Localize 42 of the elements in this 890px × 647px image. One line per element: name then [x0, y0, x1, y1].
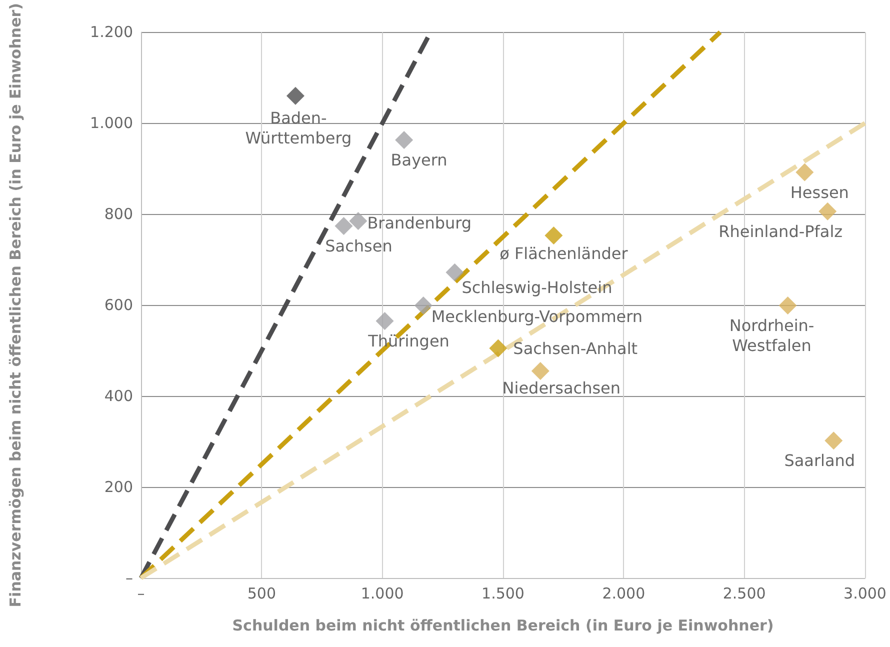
point	[796, 163, 814, 182]
y-tick-label: 200	[104, 478, 133, 496]
point	[824, 432, 843, 450]
x-tick-label: 1.000	[360, 584, 404, 602]
y-tick-label: 1.200	[90, 23, 133, 42]
x-tick-label: 1.500	[482, 584, 524, 602]
point	[395, 130, 414, 149]
annotation: Niedersachsen	[502, 378, 621, 398]
annotation: Bayern	[390, 150, 448, 170]
point	[489, 339, 508, 358]
point	[446, 263, 464, 282]
x-tick-label: –	[137, 584, 145, 602]
x-axis-title: Schulden beim nicht öffentlichen Bereich (in Euro je Einwohner)	[232, 616, 774, 634]
annotation: ø Flächenländer	[500, 244, 628, 264]
y-tick-label: 800	[104, 205, 133, 224]
annotation: Sachsen-Anhalt	[513, 338, 638, 358]
point	[334, 216, 353, 235]
x-tick-label: 500	[247, 584, 276, 602]
y-tick-label: 1.000	[90, 114, 133, 132]
annotation: Nordrhein-Westfalen	[729, 316, 814, 356]
point	[531, 362, 550, 380]
point	[349, 212, 368, 230]
point	[414, 296, 432, 315]
x-tick-label: 3.000	[844, 584, 886, 602]
annotation: Baden-Württemberg	[245, 108, 352, 148]
annotation: Saarland	[784, 451, 856, 470]
y-tick-label: 400	[104, 387, 133, 406]
annotation: Thüringen	[367, 332, 450, 351]
annotation: Rheinland-Pfalz	[718, 222, 843, 241]
annotation: Sachsen	[325, 236, 392, 256]
y-tick-label: –	[126, 569, 133, 587]
point	[376, 312, 394, 330]
y-axis-title: Finanzvermögen beim nicht öffentlichen Bereich (in Euro je Einwohner)	[6, 2, 24, 608]
x-tick-label: 2.000	[602, 584, 646, 602]
point	[544, 226, 563, 245]
annotation: Hessen	[790, 182, 849, 202]
point	[778, 296, 797, 315]
annotation: Brandenburg	[367, 213, 472, 232]
x-tick-label: 2.500	[722, 584, 766, 602]
point	[286, 86, 304, 105]
point	[818, 202, 837, 220]
y-tick-label: 600	[104, 296, 133, 314]
